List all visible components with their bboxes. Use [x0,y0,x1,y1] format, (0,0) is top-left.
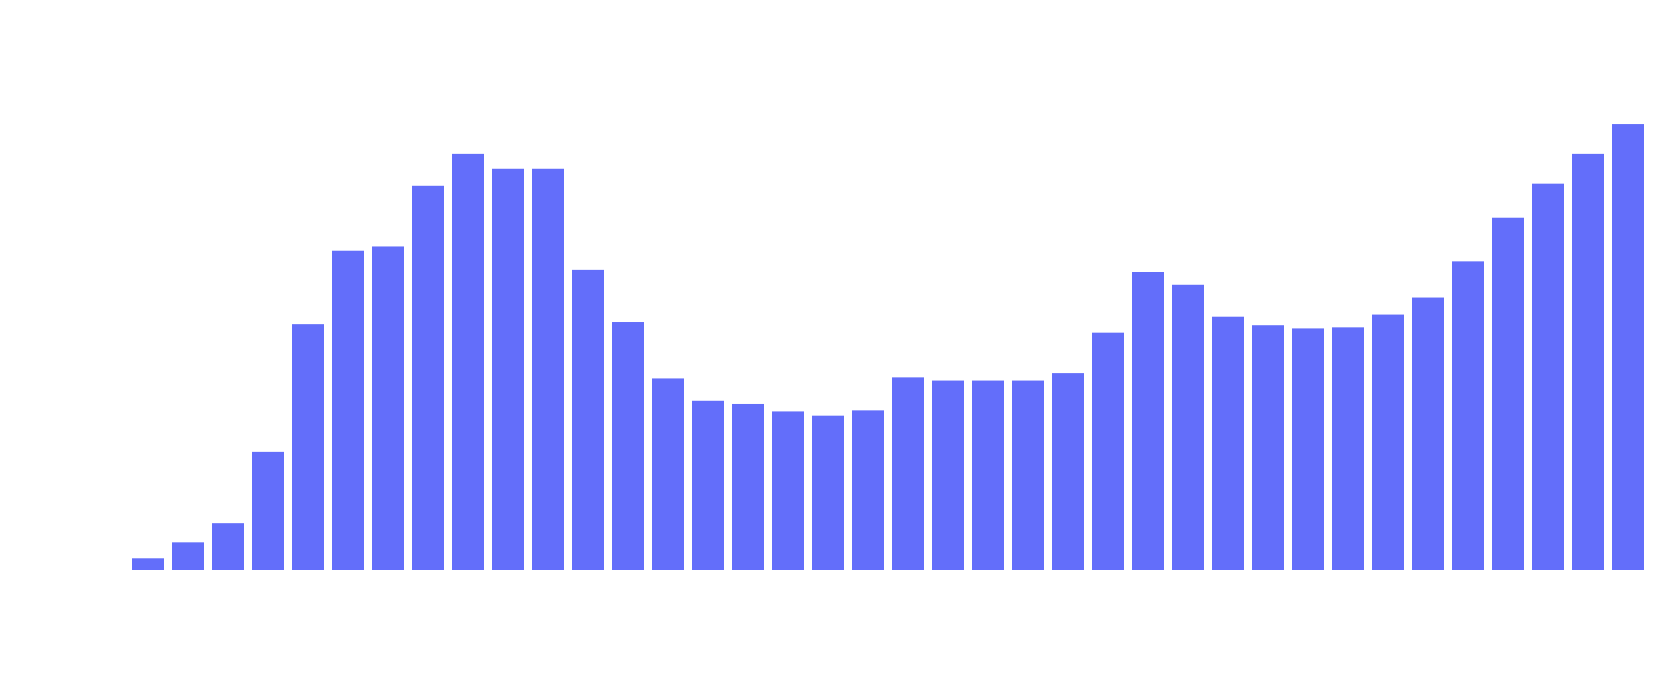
bar [532,168,564,570]
bar [1612,124,1644,571]
bar [1532,183,1564,570]
bar [1412,297,1444,570]
bar [252,451,284,570]
bar [1052,373,1084,570]
bar [1292,328,1324,570]
bar [412,185,444,571]
bar [452,153,484,570]
bar [1252,325,1284,570]
bar [1012,380,1044,570]
bar [972,380,1004,570]
bar [372,246,404,570]
bar [732,403,764,570]
bar [292,324,324,570]
bar [132,558,164,570]
bar [1452,261,1484,570]
bar [572,269,604,570]
bar [172,542,204,570]
bar [1212,316,1244,570]
bar [772,411,804,570]
bar [692,400,724,570]
bar [1132,272,1164,570]
bar [212,523,244,570]
bar [812,415,844,570]
bar [612,322,644,570]
bar [1372,314,1404,570]
bar [1572,153,1604,570]
bar [892,377,924,570]
bar [652,378,684,570]
bar [1332,327,1364,570]
bar [1092,332,1124,570]
bar [852,410,884,570]
bar [492,168,524,570]
bar [932,380,964,570]
bar [1492,217,1524,570]
bar [1172,284,1204,570]
bar [332,250,364,570]
